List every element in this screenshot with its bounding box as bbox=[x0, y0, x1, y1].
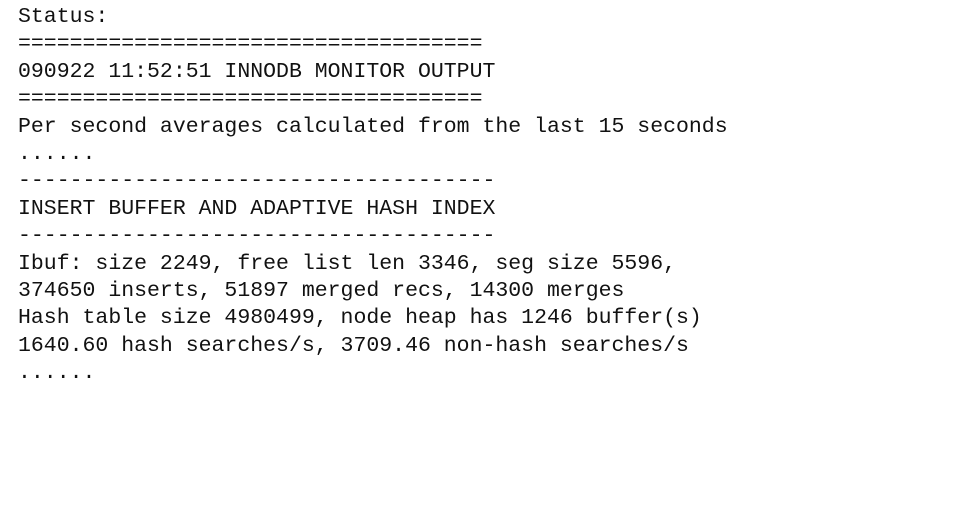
output-line: 090922 11:52:51 INNODB MONITOR OUTPUT bbox=[18, 59, 496, 84]
monitor-output: Status: =================================… bbox=[18, 4, 728, 387]
output-line: Per second averages calculated from the … bbox=[18, 114, 728, 139]
output-line: ...... bbox=[18, 361, 96, 386]
output-line: ==================================== bbox=[18, 87, 483, 112]
output-line: 1640.60 hash searches/s, 3709.46 non-has… bbox=[18, 333, 689, 358]
output-line: Status: bbox=[18, 5, 109, 29]
output-line: ------------------------------------- bbox=[18, 224, 496, 249]
output-line: INSERT BUFFER AND ADAPTIVE HASH INDEX bbox=[18, 196, 496, 221]
output-line: ==================================== bbox=[18, 32, 483, 57]
output-line: Hash table size 4980499, node heap has 1… bbox=[18, 306, 702, 331]
output-line: Ibuf: size 2249, free list len 3346, seg… bbox=[18, 251, 677, 276]
output-line: 374650 inserts, 51897 merged recs, 14300… bbox=[18, 278, 625, 303]
output-line: ------------------------------------- bbox=[18, 169, 496, 194]
output-line: ...... bbox=[18, 141, 96, 166]
